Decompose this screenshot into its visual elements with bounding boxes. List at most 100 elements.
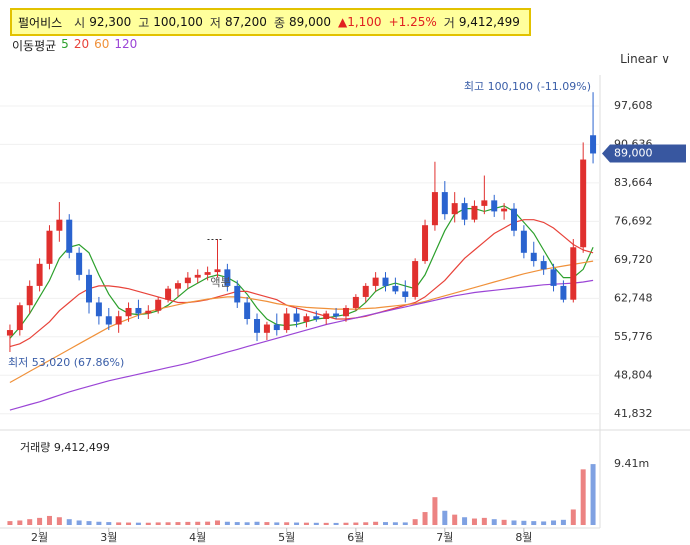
volume-bar [175, 522, 181, 525]
candle-body [313, 316, 320, 320]
candle-body [510, 208, 517, 231]
x-tick-label: 5월 [278, 531, 295, 544]
candle-body [135, 307, 142, 314]
ma-line [9, 260, 594, 384]
volume-bar [422, 512, 428, 525]
candle-body [461, 203, 468, 220]
candle-body [323, 313, 330, 320]
y-tick-label: 83,664 [614, 176, 653, 189]
volume-bar [353, 522, 359, 525]
candle-body [165, 288, 172, 300]
candle-body [204, 272, 211, 275]
quote-value: ▲1,100 [337, 15, 382, 29]
volume-bar [313, 522, 319, 525]
volume-bar [531, 521, 537, 525]
candle-body [234, 285, 241, 303]
volume-bar [116, 522, 122, 525]
candle-body [501, 208, 508, 212]
volume-bar [155, 522, 161, 525]
candle-body [333, 313, 340, 317]
volume-bar [234, 522, 240, 525]
candle-body [540, 261, 547, 270]
volume-bar [27, 519, 33, 525]
candle-body [16, 305, 23, 331]
volume-bar [294, 522, 300, 525]
candle-body [174, 283, 181, 289]
candle-body [412, 261, 419, 297]
candle-body [105, 316, 112, 325]
quote-value: +1.25% [388, 15, 437, 29]
candle-body [590, 135, 597, 154]
candle-body [263, 324, 270, 333]
volume-bar [392, 522, 398, 525]
candle-body [184, 277, 191, 284]
quote-value: 92,300 [89, 15, 132, 29]
ma-line [9, 219, 594, 348]
volume-bar [86, 521, 92, 525]
candle-body [145, 310, 152, 314]
ma-line [9, 205, 594, 339]
volume-label: 거래량 9,412,499 [20, 441, 110, 454]
volume-bar [165, 522, 171, 525]
candle-body [560, 285, 567, 300]
candle-body [194, 274, 201, 278]
volume-bar [501, 519, 507, 525]
candle-body [352, 296, 359, 308]
candle-body [273, 324, 280, 331]
volume-bar [205, 521, 211, 525]
candle-body [95, 302, 102, 317]
x-tick-label: 3월 [100, 531, 117, 544]
candle-body [441, 192, 448, 215]
legend-entry: 120 [114, 37, 138, 51]
volume-bar [570, 509, 576, 525]
scale-label[interactable]: Linear [620, 52, 658, 66]
volume-bar [145, 522, 151, 525]
volume-tick-label: 9.41m [614, 457, 649, 470]
volume-bar [264, 522, 270, 525]
volume-bar [373, 521, 379, 525]
candle-body [342, 307, 349, 317]
volume-bar [46, 515, 52, 525]
candle-body [382, 277, 389, 286]
quote-label: 고 [138, 15, 150, 30]
y-tick-label: 97,608 [614, 99, 653, 112]
quote-value: 100,100 [153, 15, 203, 29]
volume-bar [126, 522, 132, 525]
volume-bar [244, 522, 250, 525]
event-note: 액분 [210, 276, 230, 289]
volume-bar [284, 522, 290, 525]
volume-bar [560, 519, 566, 525]
volume-bar [541, 521, 547, 525]
volume-bar [521, 520, 527, 525]
volume-bar [254, 521, 260, 525]
volume-bar [580, 469, 586, 525]
low-note: 최저 53,020 (67.86%) [8, 356, 124, 369]
candle-body [125, 307, 132, 317]
volume-bar [274, 522, 280, 525]
volume-bar [452, 514, 458, 525]
volume-bar [224, 521, 230, 525]
candle-body [36, 263, 43, 286]
candle-body [254, 319, 261, 333]
candle-body [362, 285, 369, 297]
scale-selector[interactable]: Linear ∨ [620, 52, 670, 66]
volume-bar [363, 522, 369, 525]
volume-bar [106, 522, 112, 525]
candle-body [580, 159, 587, 248]
y-tick-label: 55,776 [614, 330, 653, 343]
volume-bar [383, 522, 389, 525]
candle-body [372, 277, 379, 286]
volume-bar [402, 522, 408, 525]
candle-body [431, 192, 438, 226]
candle-body [26, 285, 33, 306]
volume-bar [185, 521, 191, 525]
candle-body [244, 302, 251, 320]
volume-bar [412, 519, 418, 525]
candle-body [214, 269, 221, 273]
x-tick-label: 6월 [347, 531, 364, 544]
candle-body [293, 313, 300, 322]
candle-body [224, 269, 231, 286]
volume-bar [66, 519, 72, 525]
stock-name: 펄어비스 [18, 15, 63, 30]
volume-bar [17, 520, 23, 525]
